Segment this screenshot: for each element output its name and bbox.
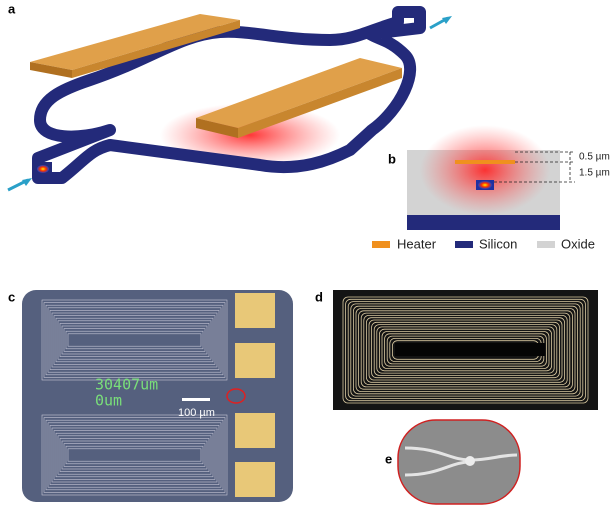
waveguide-turn [51,312,218,368]
panel-label: e [385,451,392,466]
heater-front [238,68,402,138]
junction [465,456,475,466]
legend-label: Oxide [561,236,595,251]
spirals [41,299,228,496]
heat-glow [420,125,550,215]
waveguide-turn [384,333,547,367]
highlight [226,388,246,404]
scale-label: 100 µm [178,407,215,419]
mode [478,181,492,189]
waveguide-turn [360,312,571,388]
mzi-3d [7,6,452,192]
silicon [407,215,560,230]
waveguide-turn [67,333,202,347]
heater [455,160,515,164]
panel-label: a [8,1,16,16]
stage-text: 0um [95,392,122,410]
waveguide-turn [347,301,584,399]
scale-bar [182,398,210,401]
panel-label: b [388,151,396,166]
waveguide-turn [363,314,568,385]
waveguide-turn [53,315,216,365]
waveguide-turn [47,307,222,373]
waveguide-turn [365,317,565,383]
legend-swatch [372,241,390,248]
stage-text: 30407um [95,376,158,394]
panel-label: d [315,289,323,304]
waveguide-turn [41,299,228,381]
micrograph: 30407um 0um 100 µm [22,290,293,502]
waveguide-turn [53,430,216,480]
waveguide-turn [43,302,226,378]
waveguide-turn [49,310,220,370]
splitter-sem [397,419,521,505]
legend-swatch [537,241,555,248]
waveguide-turn [57,435,212,475]
legend-label: Heater [397,236,437,251]
waveguide-turn [381,331,550,369]
pads [235,293,275,497]
dimension-label: 1.5 µm [579,168,610,179]
waveguide-turn [345,298,586,402]
waveguide-turn [368,319,563,381]
waveguide-turn [358,310,573,390]
dim-lines [494,151,575,183]
waveguide-turn [47,422,222,488]
heater-side [30,62,72,78]
waveguide-turn [49,425,220,485]
waveguide-turn [55,432,214,478]
legend: Heater Silicon Oxide [372,236,595,251]
heater-top [30,14,240,70]
waveguide-turn [41,414,228,496]
waveguide-turn [355,308,576,392]
waveguide-turn [55,317,214,363]
waveguide-turn [59,323,210,357]
waveguide-turn [57,320,212,360]
heater-front [72,20,240,78]
panel-label: c [8,289,15,304]
waveguide-turn [350,303,581,397]
waveguide-turn [45,304,224,376]
waveguide-turn [378,328,552,372]
waveguide-turn [45,419,224,491]
waveguide-turn [373,324,558,376]
heater-top [196,58,402,128]
waveguide-turn [43,417,226,493]
waveguide-turn [65,445,204,465]
waveguide-turn [352,305,578,395]
waveguide-turn [59,438,210,472]
legend-swatch [455,241,473,248]
legend-label: Silicon [479,236,517,251]
spiral-core [395,343,545,356]
spiral [342,296,589,404]
input-mode [37,165,49,173]
waveguide-turn [371,321,560,379]
dimension-label: 0.5 µm [579,152,610,163]
waveguide-turn [63,328,206,352]
cross-section: 0.5 µm 1.5 µm [407,125,610,230]
heater-side [196,118,238,138]
waveguide-turn [67,448,202,462]
arrowhead [442,16,452,24]
waveguide-loop [32,6,426,184]
waveguide-turn [51,427,218,483]
waveguide-turn [65,330,204,350]
spiral-sem [333,290,598,410]
waveguide-turn [61,325,208,355]
waveguide-turn [376,326,555,374]
waveguide-turn [342,296,589,404]
waveguide-turn [63,443,206,467]
waveguide-turn [61,440,208,470]
arrowhead [22,178,32,186]
